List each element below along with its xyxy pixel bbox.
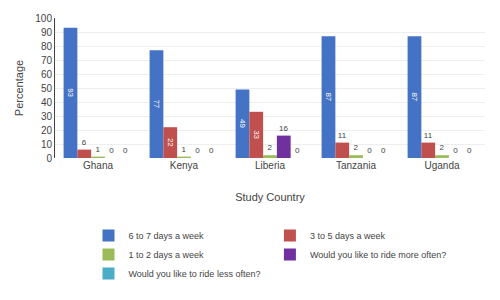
svg-text:0: 0 bbox=[295, 146, 300, 155]
svg-text:Study Country: Study Country bbox=[235, 191, 305, 203]
svg-text:11: 11 bbox=[424, 131, 433, 140]
svg-text:0: 0 bbox=[123, 146, 128, 155]
svg-text:6: 6 bbox=[82, 138, 87, 147]
svg-text:90: 90 bbox=[41, 27, 53, 38]
svg-text:Would you like to ride less of: Would you like to ride less often? bbox=[129, 269, 261, 279]
svg-text:2: 2 bbox=[268, 143, 273, 152]
svg-text:Uganda: Uganda bbox=[424, 160, 459, 171]
svg-text:1: 1 bbox=[96, 145, 101, 154]
svg-text:0: 0 bbox=[195, 146, 200, 155]
svg-text:1 to 2 days a week: 1 to 2 days a week bbox=[129, 250, 205, 260]
svg-text:0: 0 bbox=[46, 153, 52, 164]
svg-text:Kenya: Kenya bbox=[170, 160, 199, 171]
svg-text:2: 2 bbox=[440, 143, 445, 152]
svg-text:87: 87 bbox=[324, 92, 333, 101]
svg-text:70: 70 bbox=[41, 55, 53, 66]
svg-text:0: 0 bbox=[209, 146, 214, 155]
svg-text:40: 40 bbox=[41, 97, 53, 108]
svg-text:Percentage: Percentage bbox=[13, 60, 25, 116]
svg-text:1: 1 bbox=[182, 145, 187, 154]
svg-text:50: 50 bbox=[41, 83, 53, 94]
svg-text:80: 80 bbox=[41, 41, 53, 52]
svg-text:6 to 7 days a week: 6 to 7 days a week bbox=[129, 231, 205, 241]
svg-text:60: 60 bbox=[41, 69, 53, 80]
svg-text:11: 11 bbox=[338, 131, 347, 140]
svg-text:93: 93 bbox=[66, 88, 75, 97]
svg-text:0: 0 bbox=[109, 146, 114, 155]
svg-text:16: 16 bbox=[279, 124, 288, 133]
svg-text:Would you like to ride more of: Would you like to ride more often? bbox=[310, 250, 446, 260]
svg-text:0: 0 bbox=[381, 146, 386, 155]
svg-text:33: 33 bbox=[252, 130, 261, 139]
svg-text:30: 30 bbox=[41, 111, 53, 122]
svg-text:0: 0 bbox=[367, 146, 372, 155]
svg-text:2: 2 bbox=[354, 143, 359, 152]
svg-text:77: 77 bbox=[152, 99, 161, 108]
svg-text:49: 49 bbox=[238, 119, 247, 128]
svg-text:87: 87 bbox=[410, 92, 419, 101]
svg-text:Tanzania: Tanzania bbox=[336, 160, 376, 171]
svg-text:0: 0 bbox=[467, 146, 472, 155]
svg-text:0: 0 bbox=[453, 146, 458, 155]
svg-text:Liberia: Liberia bbox=[255, 160, 285, 171]
svg-text:20: 20 bbox=[41, 125, 53, 136]
svg-text:100: 100 bbox=[35, 13, 52, 24]
svg-text:22: 22 bbox=[166, 138, 175, 147]
svg-text:10: 10 bbox=[41, 139, 53, 150]
svg-text:Ghana: Ghana bbox=[83, 160, 113, 171]
svg-text:3 to 5 days a week: 3 to 5 days a week bbox=[310, 231, 386, 241]
